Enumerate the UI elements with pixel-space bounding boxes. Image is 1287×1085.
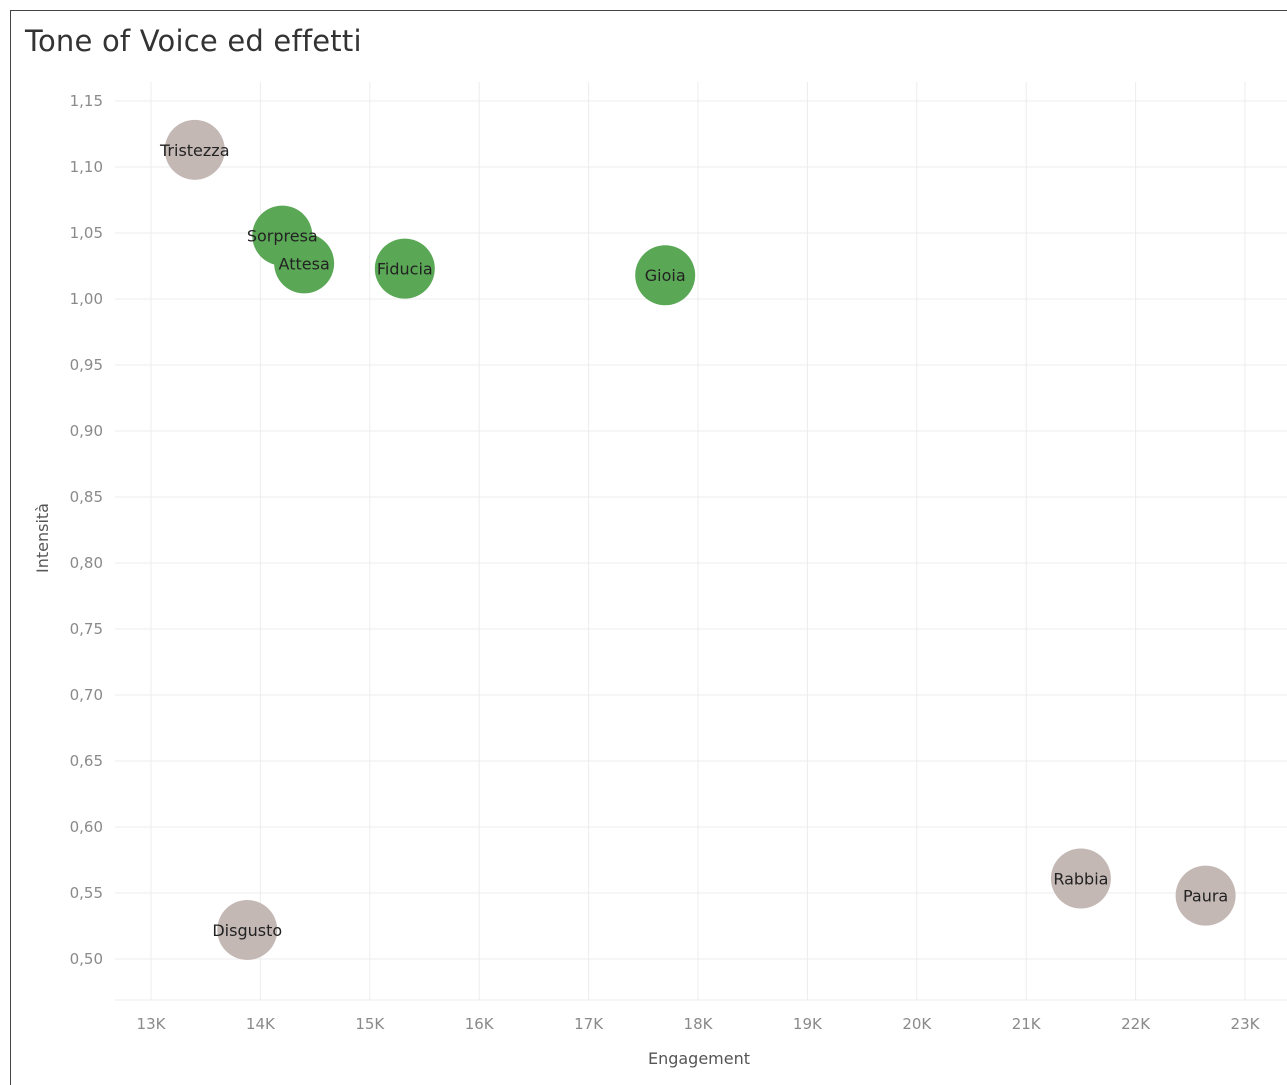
y-tick-label: 0,80 [70, 554, 103, 572]
point-label-fiducia: Fiducia [377, 260, 433, 279]
point-paura[interactable] [1175, 865, 1236, 926]
x-tick-label: 19K [793, 1015, 823, 1033]
point-fiducia[interactable] [374, 238, 435, 299]
x-tick-labels: 13K 14K 15K 16K 17K 18K 19K 20K 21K 22K 23K [137, 1015, 1261, 1033]
point-label-paura: Paura [1183, 887, 1228, 906]
point-attesa[interactable] [274, 233, 335, 294]
x-tick-label: 18K [684, 1015, 714, 1033]
x-tick-label: 13K [137, 1015, 167, 1033]
y-tick-labels: 0,50 0,55 0,60 0,65 0,70 0,75 0,80 0,85 0,90 0,95… [70, 92, 103, 968]
point-label-disgusto: Disgusto [212, 921, 282, 940]
x-tick-label: 22K [1121, 1015, 1151, 1033]
x-tick-label: 23K [1231, 1015, 1261, 1033]
point-disgusto[interactable] [217, 899, 278, 960]
x-tick-label: 20K [902, 1015, 932, 1033]
y-tick-label: 1,05 [70, 224, 103, 242]
y-tick-label: 0,50 [70, 950, 103, 968]
x-tick-label: 16K [465, 1015, 495, 1033]
y-tick-label: 0,65 [70, 752, 103, 770]
y-tick-label: 0,75 [70, 620, 103, 638]
y-tick-label: 0,85 [70, 488, 103, 506]
y-axis-label: Intensità [33, 503, 52, 573]
point-tristezza[interactable] [164, 119, 225, 180]
point-rabbia[interactable] [1050, 848, 1111, 909]
x-tick-label: 17K [574, 1015, 604, 1033]
x-tick-label: 15K [355, 1015, 385, 1033]
y-tick-label: 0,95 [70, 356, 103, 374]
point-gioia[interactable] [635, 245, 696, 306]
y-tick-label: 0,55 [70, 884, 103, 902]
y-tick-label: 1,10 [70, 158, 103, 176]
x-tick-label: 21K [1012, 1015, 1042, 1033]
data-points: Tristezza Sorpresa Attesa Fiducia Gioia Rabbi… [159, 119, 1236, 960]
y-tick-label: 0,70 [70, 686, 103, 704]
point-label-tristezza: Tristezza [159, 141, 230, 160]
point-label-attesa: Attesa [279, 254, 330, 273]
chart-title: Tone of Voice ed effetti [25, 24, 362, 58]
y-tick-label: 0,60 [70, 818, 103, 836]
point-label-gioia: Gioia [645, 266, 686, 285]
y-tick-label: 1,15 [70, 92, 103, 110]
y-tick-label: 1,00 [70, 290, 103, 308]
x-axis-label: Engagement [648, 1049, 750, 1068]
y-tick-label: 0,90 [70, 422, 103, 440]
x-tick-label: 14K [246, 1015, 276, 1033]
point-label-sorpresa: Sorpresa [247, 227, 318, 246]
point-label-rabbia: Rabbia [1053, 869, 1108, 888]
